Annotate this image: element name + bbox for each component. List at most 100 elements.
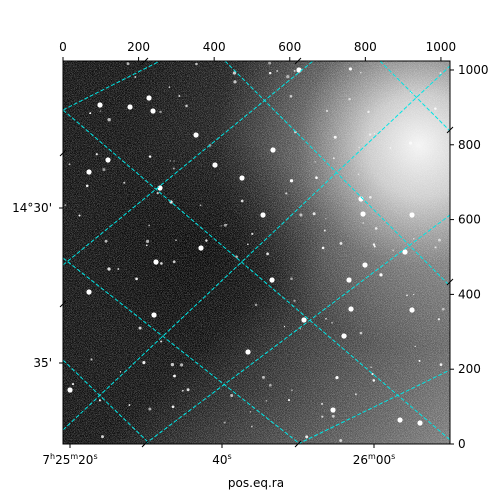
grid-line bbox=[63, 65, 450, 431]
bottom-tick-label-part: 25 bbox=[55, 453, 70, 467]
star bbox=[438, 238, 441, 242]
star bbox=[193, 132, 199, 138]
right-tick-label: 800 bbox=[458, 138, 481, 152]
star bbox=[354, 393, 357, 396]
star bbox=[150, 108, 156, 114]
star bbox=[325, 109, 329, 113]
star bbox=[408, 141, 413, 145]
bottom-tick-label-part: h bbox=[50, 452, 55, 461]
star bbox=[89, 112, 92, 115]
star bbox=[175, 239, 177, 241]
star bbox=[68, 163, 71, 166]
bottom-tick-label-part: s bbox=[391, 452, 395, 461]
right-axis: 0 200 400 600 800 1000 bbox=[450, 63, 489, 451]
sky-image bbox=[63, 61, 450, 444]
star bbox=[331, 321, 333, 324]
star bbox=[104, 239, 108, 243]
star bbox=[156, 191, 159, 195]
star bbox=[283, 325, 286, 328]
star bbox=[339, 439, 343, 442]
star bbox=[102, 168, 106, 172]
star bbox=[287, 399, 291, 402]
star bbox=[142, 361, 146, 365]
right-tick-label: 200 bbox=[458, 362, 481, 376]
star bbox=[199, 204, 202, 207]
star bbox=[373, 132, 376, 135]
star bbox=[160, 340, 163, 343]
star bbox=[296, 67, 302, 73]
star bbox=[78, 214, 81, 217]
star bbox=[321, 246, 325, 250]
star bbox=[268, 71, 272, 75]
star bbox=[269, 277, 275, 283]
star bbox=[148, 224, 150, 227]
star bbox=[360, 71, 362, 74]
star bbox=[270, 147, 276, 153]
grid-edge-tick bbox=[59, 149, 67, 157]
star bbox=[168, 86, 171, 88]
star bbox=[71, 383, 75, 386]
grid-line bbox=[63, 359, 151, 444]
star bbox=[98, 399, 101, 402]
star bbox=[169, 160, 171, 162]
left-tick-label: 14°30' bbox=[12, 201, 52, 215]
star bbox=[358, 146, 360, 149]
star bbox=[153, 259, 159, 265]
bottom-tick-label: 7h25m20s bbox=[42, 452, 97, 467]
star bbox=[286, 74, 290, 79]
star bbox=[251, 425, 253, 428]
star bbox=[417, 420, 423, 426]
star bbox=[265, 399, 268, 402]
star bbox=[314, 161, 316, 163]
star bbox=[290, 389, 293, 392]
star bbox=[159, 110, 162, 114]
star bbox=[276, 70, 279, 72]
star bbox=[418, 359, 421, 362]
star bbox=[145, 244, 148, 247]
star bbox=[134, 76, 137, 78]
star bbox=[293, 69, 296, 72]
star bbox=[249, 411, 251, 413]
bottom-tick-label-part: m bbox=[368, 452, 376, 461]
star bbox=[262, 375, 265, 379]
grid-line bbox=[224, 61, 450, 287]
star bbox=[293, 299, 296, 303]
grid-edge-tick bbox=[59, 300, 67, 308]
star bbox=[160, 262, 163, 265]
star bbox=[392, 249, 395, 252]
star bbox=[148, 407, 152, 411]
star bbox=[368, 195, 372, 199]
star bbox=[348, 306, 354, 312]
star bbox=[362, 262, 368, 268]
star bbox=[119, 371, 122, 373]
star bbox=[362, 222, 364, 224]
star bbox=[67, 387, 73, 393]
star bbox=[370, 366, 372, 369]
star bbox=[371, 372, 374, 376]
grid-edge-tick bbox=[141, 440, 149, 448]
top-tick-label: 0 bbox=[59, 40, 67, 54]
star bbox=[315, 176, 318, 179]
star bbox=[348, 67, 352, 71]
star bbox=[359, 331, 363, 335]
star bbox=[339, 241, 343, 245]
star bbox=[251, 232, 254, 236]
star bbox=[389, 147, 392, 149]
star bbox=[372, 379, 376, 382]
star bbox=[372, 243, 376, 246]
star bbox=[85, 184, 89, 188]
star bbox=[289, 179, 294, 183]
star bbox=[172, 260, 176, 264]
bottom-tick-label-part: 40 bbox=[212, 453, 227, 467]
star bbox=[128, 404, 131, 406]
grid-line bbox=[144, 214, 450, 444]
star bbox=[312, 212, 316, 216]
top-tick-label: 800 bbox=[354, 40, 377, 54]
star bbox=[138, 326, 142, 330]
grid-line bbox=[63, 257, 301, 444]
bottom-tick-label-part: 26 bbox=[353, 453, 368, 467]
plot-frame bbox=[62, 60, 451, 445]
star bbox=[409, 307, 415, 313]
star bbox=[332, 157, 335, 160]
